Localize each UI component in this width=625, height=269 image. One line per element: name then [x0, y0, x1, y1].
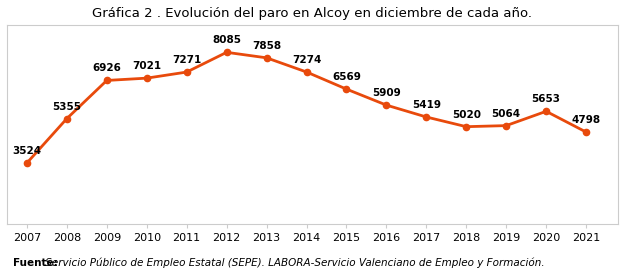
Text: Fuente:: Fuente: — [12, 258, 58, 268]
Text: 6926: 6926 — [92, 63, 121, 73]
Text: 5064: 5064 — [492, 109, 521, 119]
Text: 7021: 7021 — [132, 61, 161, 71]
Text: 6569: 6569 — [332, 72, 361, 82]
Text: 5419: 5419 — [412, 100, 441, 110]
Text: 5020: 5020 — [452, 110, 481, 120]
Title: Gráfica 2 . Evolución del paro en Alcoy en diciembre de cada año.: Gráfica 2 . Evolución del paro en Alcoy … — [92, 7, 532, 20]
Text: 7274: 7274 — [292, 55, 321, 65]
Text: 5653: 5653 — [532, 94, 561, 104]
Text: 7858: 7858 — [252, 41, 281, 51]
Text: 7271: 7271 — [172, 55, 201, 65]
Text: 8085: 8085 — [212, 36, 241, 45]
Text: 4798: 4798 — [571, 115, 601, 125]
Text: Servicio Público de Empleo Estatal (SEPE). LABORA-Servicio Valenciano de Empleo : Servicio Público de Empleo Estatal (SEPE… — [42, 258, 545, 268]
Text: 3524: 3524 — [12, 146, 41, 156]
Text: 5355: 5355 — [52, 102, 81, 112]
Text: 5909: 5909 — [372, 88, 401, 98]
